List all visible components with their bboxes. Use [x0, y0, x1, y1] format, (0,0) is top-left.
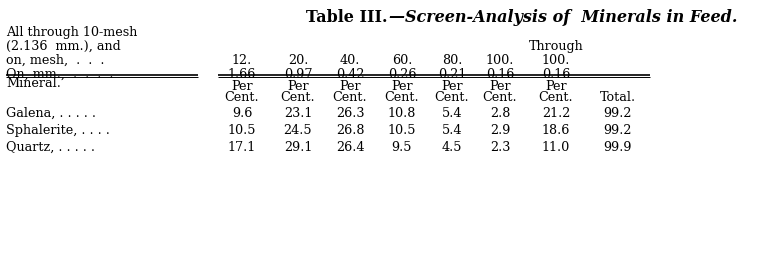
Text: Total.: Total.	[600, 91, 636, 104]
Text: 26.3: 26.3	[336, 107, 365, 120]
Text: Per: Per	[287, 80, 309, 93]
Text: Sphalerite, . . . .: Sphalerite, . . . .	[6, 124, 110, 137]
Text: 2.8: 2.8	[490, 107, 510, 120]
Text: 5.4: 5.4	[442, 107, 462, 120]
Text: Cent.: Cent.	[483, 91, 517, 104]
Text: Per: Per	[391, 80, 413, 93]
Text: 0.26: 0.26	[388, 68, 416, 81]
Text: 21.2: 21.2	[542, 107, 570, 120]
Text: Cent.: Cent.	[385, 91, 420, 104]
Text: Per: Per	[545, 80, 567, 93]
Text: Galena, . . . . .: Galena, . . . . .	[6, 107, 96, 120]
Text: 20.: 20.	[288, 54, 308, 67]
Text: 99.9: 99.9	[604, 141, 632, 154]
Text: 23.1: 23.1	[284, 107, 312, 120]
Text: 9.5: 9.5	[392, 141, 413, 154]
Text: Mineral.: Mineral.	[6, 77, 61, 90]
Text: Table III.: Table III.	[306, 9, 387, 26]
Text: All through 10-mesh: All through 10-mesh	[6, 26, 137, 39]
Text: 29.1: 29.1	[284, 141, 312, 154]
Text: Quartz, . . . . .: Quartz, . . . . .	[6, 141, 95, 154]
Text: on, mesh,  .  .  .: on, mesh, . . .	[6, 54, 104, 67]
Text: 99.2: 99.2	[604, 107, 632, 120]
Text: 100.: 100.	[486, 54, 514, 67]
Text: 0.16: 0.16	[542, 68, 570, 81]
Text: 4.5: 4.5	[442, 141, 462, 154]
Text: Through: Through	[529, 40, 584, 53]
Text: Cent.: Cent.	[281, 91, 315, 104]
Text: Cent.: Cent.	[333, 91, 368, 104]
Text: Cent.: Cent.	[224, 91, 259, 104]
Text: 60.: 60.	[392, 54, 413, 67]
Text: 24.5: 24.5	[284, 124, 313, 137]
Text: 5.4: 5.4	[442, 124, 462, 137]
Text: Per: Per	[441, 80, 463, 93]
Text: 9.6: 9.6	[231, 107, 252, 120]
Text: Per: Per	[231, 80, 253, 93]
Text: 17.1: 17.1	[228, 141, 256, 154]
Text: 12.: 12.	[232, 54, 252, 67]
Text: 100.: 100.	[542, 54, 570, 67]
Text: 11.0: 11.0	[542, 141, 570, 154]
Text: 10.8: 10.8	[388, 107, 416, 120]
Text: Per: Per	[489, 80, 511, 93]
Text: 1.66: 1.66	[228, 68, 256, 81]
Text: 80.: 80.	[442, 54, 462, 67]
Text: 99.2: 99.2	[604, 124, 632, 137]
Text: —Screen-Analysis of  Minerals in Feed.: —Screen-Analysis of Minerals in Feed.	[389, 9, 738, 26]
Text: 2.9: 2.9	[490, 124, 510, 137]
Text: 18.6: 18.6	[542, 124, 570, 137]
Text: Cent.: Cent.	[435, 91, 469, 104]
Text: 2.3: 2.3	[490, 141, 510, 154]
Text: (2.136  mm.), and: (2.136 mm.), and	[6, 40, 121, 53]
Text: On, mm.,  .  .  .  .: On, mm., . . . .	[6, 68, 114, 81]
Text: 0.97: 0.97	[284, 68, 312, 81]
Text: 26.8: 26.8	[336, 124, 365, 137]
Text: 0.16: 0.16	[486, 68, 514, 81]
Text: 10.5: 10.5	[388, 124, 416, 137]
Text: 0.21: 0.21	[438, 68, 466, 81]
Text: 10.5: 10.5	[228, 124, 256, 137]
Text: Cent.: Cent.	[539, 91, 574, 104]
Text: 40.: 40.	[340, 54, 360, 67]
Text: 26.4: 26.4	[336, 141, 365, 154]
Text: 0.42: 0.42	[336, 68, 365, 81]
Text: Per: Per	[339, 80, 361, 93]
